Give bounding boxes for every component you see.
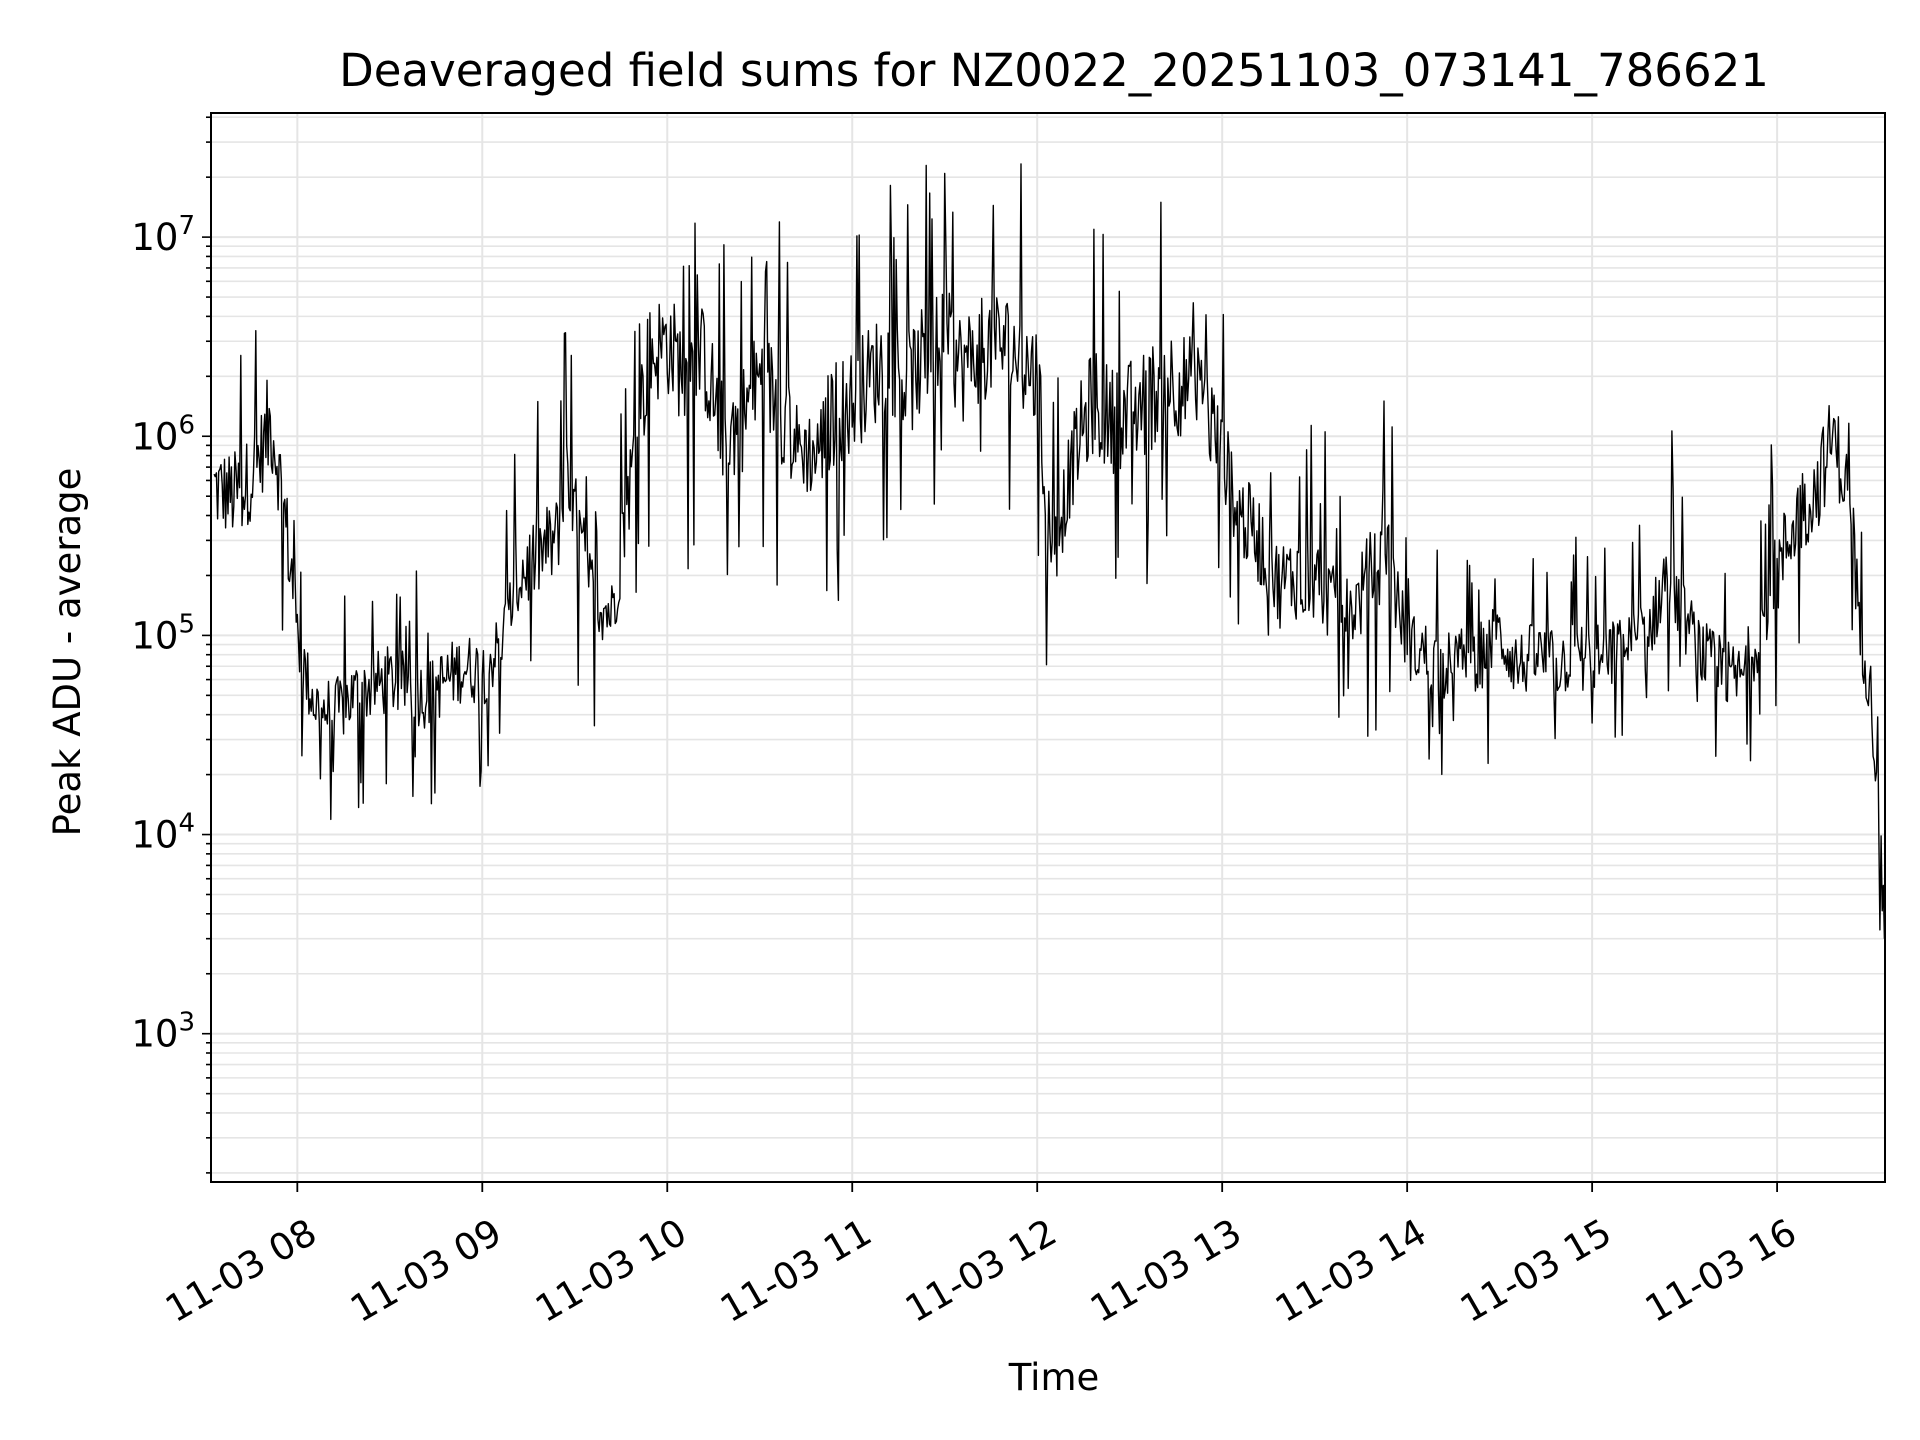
plot-frame [210,112,1886,1183]
y-tick-label: 107 [131,211,195,259]
y-tick-label: 104 [131,809,195,857]
y-axis-label: Peak ADU - average [46,468,89,837]
y-tick-label: 103 [131,1008,195,1056]
series-line [213,163,1886,939]
line-layer [213,163,1886,939]
y-tick-label: 105 [131,609,195,657]
x-axis-label: Time [1008,1356,1100,1399]
y-tick-label: 106 [131,410,195,458]
chart-title: Deaveraged field sums for NZ0022_2025110… [339,44,1769,97]
grid-layer [211,113,1885,1182]
